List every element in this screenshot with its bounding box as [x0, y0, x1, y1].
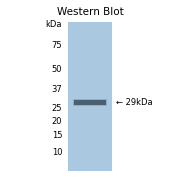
Text: Western Blot: Western Blot [57, 7, 123, 17]
Text: 37: 37 [51, 85, 62, 94]
Text: 10: 10 [52, 148, 62, 157]
Text: 15: 15 [52, 131, 62, 140]
Text: kDa: kDa [46, 20, 62, 29]
Text: 25: 25 [52, 104, 62, 113]
Text: ← 29kDa: ← 29kDa [116, 98, 153, 107]
Text: 75: 75 [51, 41, 62, 50]
Bar [68, 22, 112, 171]
Bar [73, 99, 107, 106]
Bar [74, 100, 106, 105]
Text: 50: 50 [52, 65, 62, 74]
Text: 20: 20 [52, 117, 62, 126]
